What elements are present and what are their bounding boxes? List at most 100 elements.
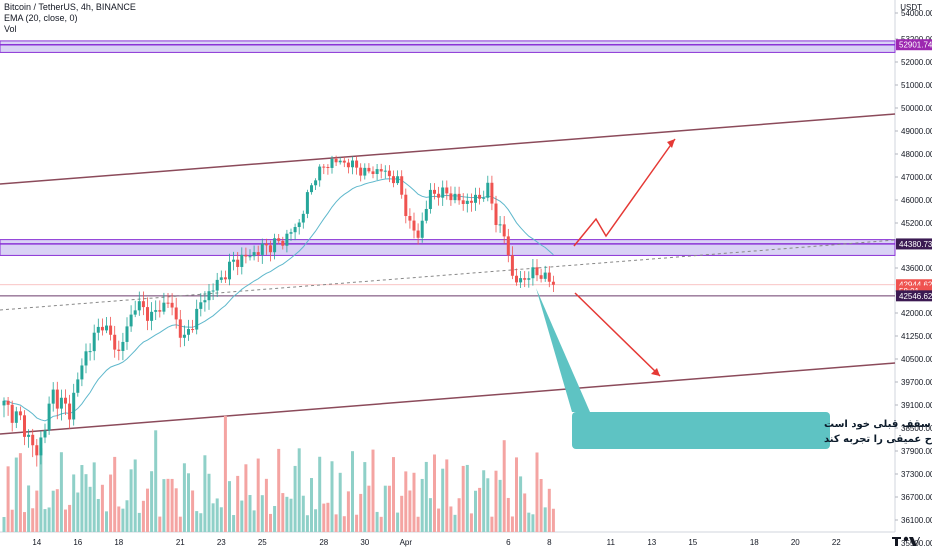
volume-bar — [109, 474, 113, 532]
candle-body — [285, 233, 289, 246]
volume-bar — [35, 490, 39, 532]
volume-bar — [273, 506, 277, 532]
volume-bar — [248, 495, 252, 532]
volume-bar — [301, 495, 305, 532]
candle-body — [244, 254, 248, 257]
x-tick-label: 30 — [360, 538, 369, 547]
candle-body — [14, 411, 18, 423]
candle-body — [174, 307, 178, 320]
volume-bar — [510, 516, 514, 532]
x-tick-label: 11 — [607, 538, 616, 547]
candle-body — [264, 243, 268, 246]
x-tick-label: 18 — [114, 538, 123, 547]
currency-label: USDT — [900, 3, 922, 12]
candle-body — [273, 238, 277, 253]
candle-body — [474, 194, 477, 203]
y-tick-label: 41250.00 — [901, 332, 932, 341]
x-tick-label: 16 — [73, 538, 82, 547]
candle-body — [232, 259, 236, 262]
volume-bar — [469, 513, 473, 532]
x-tick-label: 6 — [506, 538, 511, 547]
volume-bar — [375, 511, 379, 532]
symbol-title[interactable]: Bitcoin / TetherUS, 4h, BINANCE — [4, 2, 136, 12]
volume-bar — [404, 471, 408, 532]
candle-body — [359, 167, 363, 176]
candle-body — [289, 232, 293, 234]
ema-legend[interactable]: EMA (20, close, 0) — [4, 13, 78, 23]
candle-body — [498, 224, 502, 226]
volume-bar — [486, 478, 490, 532]
candle-body — [326, 166, 330, 168]
x-tick-label: 28 — [319, 538, 328, 547]
candle-body — [80, 365, 84, 380]
candle-body — [531, 267, 535, 279]
volume-bar — [461, 465, 465, 532]
candle-body — [519, 278, 523, 283]
y-tick-label: 37300.00 — [901, 470, 932, 479]
volume-bar — [289, 498, 293, 532]
candle-body — [482, 197, 486, 199]
volume-bar — [449, 506, 453, 532]
candle-body — [121, 341, 125, 351]
candle-body — [416, 230, 420, 238]
volume-bar — [297, 448, 301, 532]
y-tick-label: 48000.00 — [901, 150, 932, 159]
volume-bar — [408, 490, 412, 532]
candle-body — [228, 261, 231, 280]
volume-bar — [59, 452, 63, 532]
candle-body — [27, 434, 31, 437]
candle-body — [404, 194, 408, 217]
y-tick-label: 36100.00 — [901, 516, 932, 525]
y-tick-label: 50000.00 — [901, 104, 932, 113]
volume-bar — [76, 492, 80, 532]
resistance-zone-1 — [0, 239, 896, 256]
volume-bar — [170, 478, 174, 532]
volume-bar — [256, 458, 260, 532]
volume-bar — [55, 489, 59, 532]
candle-body — [375, 169, 379, 174]
volume-bar — [424, 461, 428, 532]
candle-body — [424, 208, 428, 221]
volume-bar — [100, 484, 104, 532]
candle-body — [10, 404, 14, 423]
volume-bar — [371, 449, 375, 532]
volume-bar — [527, 512, 531, 532]
candle-body — [137, 301, 141, 311]
candle-body — [240, 254, 244, 267]
candle-body — [396, 176, 400, 184]
volume-bar — [68, 504, 72, 532]
candle-body — [351, 160, 354, 168]
candle-body — [55, 389, 59, 409]
candle-body — [117, 349, 121, 351]
volume-bar — [174, 488, 178, 532]
volume-bar — [182, 463, 186, 532]
volume-bar — [412, 472, 416, 532]
candle-body — [18, 411, 22, 416]
volume-bar — [10, 509, 14, 532]
channel-bottom-line — [0, 362, 896, 435]
candle-body — [469, 200, 473, 203]
x-tick-label: 23 — [217, 538, 226, 547]
volume-bar — [252, 510, 256, 532]
volume-bar — [228, 481, 231, 532]
candle-body — [465, 200, 469, 204]
candle-body — [367, 167, 371, 172]
candle-body — [199, 302, 203, 309]
price-tag-label: 42546.62 — [899, 292, 932, 301]
candle-body — [162, 302, 166, 312]
y-tick-label: 39700.00 — [901, 378, 932, 387]
volume-bar — [166, 478, 170, 532]
candle-body — [223, 277, 227, 280]
y-tick-label: 42000.00 — [901, 309, 932, 318]
volume-legend[interactable]: Vol — [4, 24, 17, 34]
candle-body — [408, 216, 412, 221]
channel-top-line — [0, 113, 896, 185]
candle-body — [510, 255, 514, 276]
candle-body — [269, 245, 272, 253]
y-tick-label: 38500.00 — [901, 424, 932, 433]
volume-bar — [420, 478, 424, 532]
volume-bar — [43, 509, 47, 532]
candle-body — [43, 430, 47, 438]
